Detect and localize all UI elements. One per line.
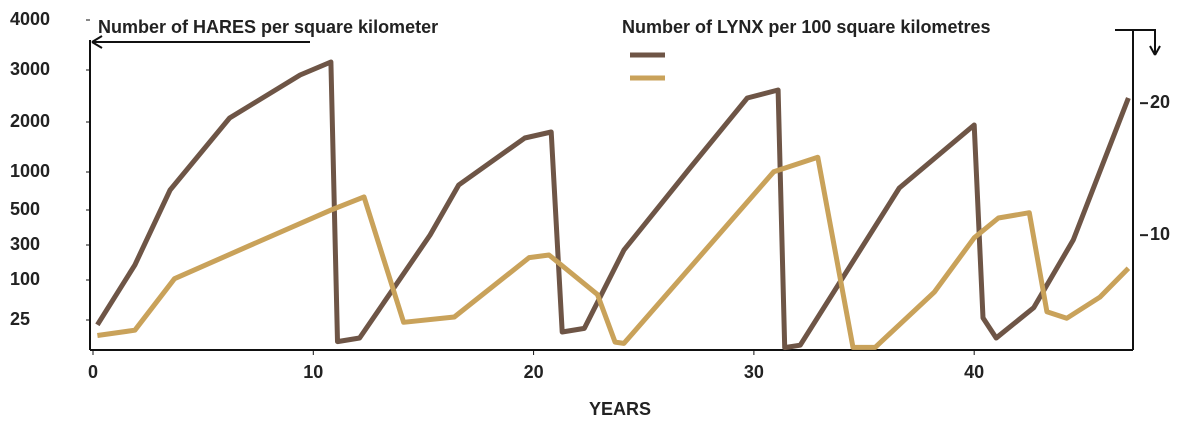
y2-tick-label: 20 [1150, 92, 1170, 112]
x-tick-label: 0 [88, 362, 98, 382]
x-tick-label: 20 [524, 362, 544, 382]
series-line [97, 154, 1131, 350]
x-axis-label: YEARS [589, 399, 651, 419]
series-line [95, 59, 1131, 351]
lynx-arrow [1115, 29, 1161, 56]
y-tick-label: 4000 [10, 9, 50, 29]
x-tick-label: 30 [744, 362, 764, 382]
y-tick-label: 500 [10, 199, 40, 219]
y-tick-label: 3000 [10, 59, 50, 79]
hares-arrow [91, 35, 310, 49]
y-tick-label: 25 [10, 309, 30, 329]
x-tick-label: 40 [964, 362, 984, 382]
y-tick-label: 1000 [10, 161, 50, 181]
y-tick-label: 100 [10, 269, 40, 289]
y-tick-label: 2000 [10, 111, 50, 131]
x-tick-label: 10 [303, 362, 323, 382]
hares-label: Number of HARES per square kilometer [98, 17, 438, 37]
lynx-label: Number of LYNX per 100 square kilometres [622, 17, 990, 37]
y-tick-label: 300 [10, 234, 40, 254]
y2-tick-label: 10 [1150, 224, 1170, 244]
